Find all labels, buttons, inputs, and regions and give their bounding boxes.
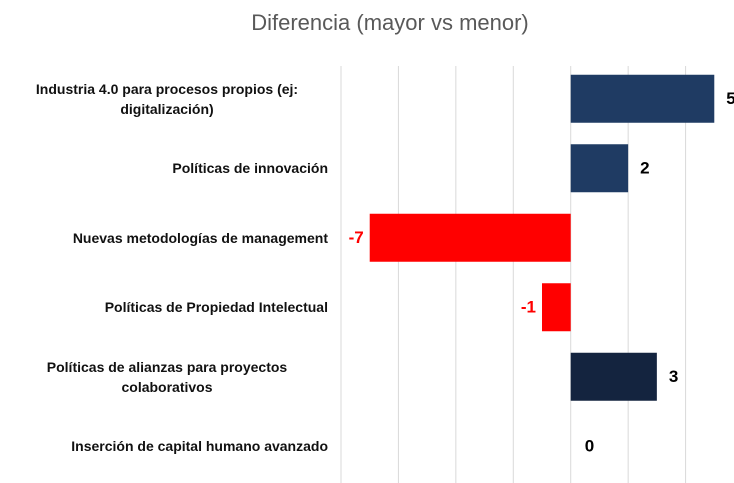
chart-title: Diferencia (mayor vs menor): [251, 10, 529, 35]
data-label: 2: [640, 159, 649, 178]
y-tick-label: Nuevas metodologías de management: [72, 229, 328, 246]
bar: [570, 144, 629, 193]
y-tick-label-box: Inserción de capital humano avanzado: [6, 416, 328, 476]
y-tick-label: Industria 4.0 para procesos propios (ej:…: [35, 80, 299, 117]
bar: [570, 74, 715, 123]
bar: [542, 283, 571, 332]
y-tick-label: Políticas de innovación: [172, 160, 328, 177]
bar: [369, 213, 571, 262]
data-label: 3: [669, 367, 678, 386]
y-tick-label-box: Nuevas metodologías de management: [6, 208, 328, 268]
y-tick-label-box: Políticas de alianzas para proyectos col…: [6, 347, 328, 407]
y-tick-label-box: Industria 4.0 para procesos propios (ej:…: [6, 69, 328, 129]
data-label: 0: [585, 437, 594, 456]
y-tick-label: Políticas de alianzas para proyectos col…: [46, 358, 288, 395]
y-tick-label-box: Políticas de innovación: [6, 138, 328, 198]
bar: [570, 352, 657, 401]
data-label: -7: [349, 228, 364, 247]
y-tick-label: Políticas de Propiedad Intelectual: [104, 299, 328, 316]
y-tick-label-box: Políticas de Propiedad Intelectual: [6, 277, 328, 337]
data-label: -1: [521, 298, 536, 317]
y-tick-label: Inserción de capital humano avanzado: [71, 438, 328, 455]
data-label: 5: [726, 89, 734, 108]
